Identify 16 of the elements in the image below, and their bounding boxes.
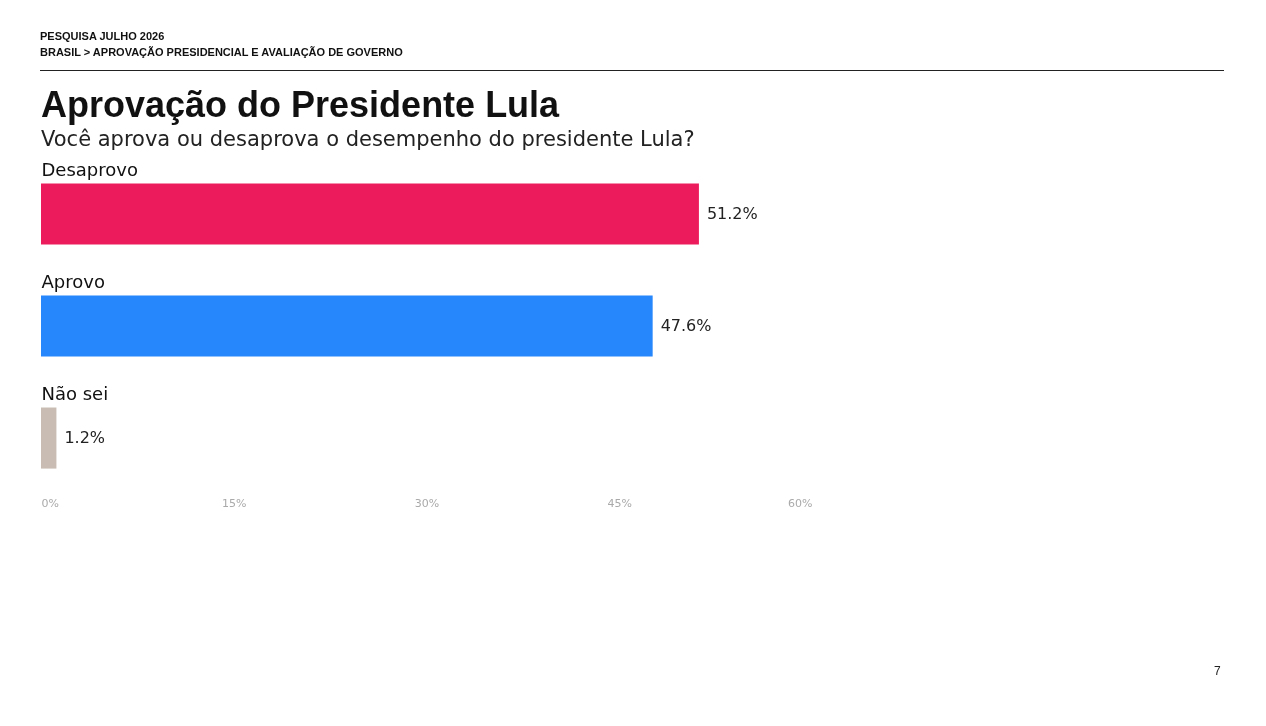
text: PESQUISA JULHO 2026	[40, 29, 166, 44]
x-tick-label: 60%	[788, 496, 813, 510]
x-tick-label: 30%	[414, 496, 440, 510]
text: BRASIL > APROVAÇÃO PRESIDENCIAL E AVALIAÇÃO DE GOVERNO	[40, 45, 403, 60]
y-tick-label: Aprovo	[41, 271, 105, 292]
text: Você aprova ou desaprova o desempenho do presidente Lula?	[41, 127, 695, 151]
text: 7	[1214, 664, 1221, 678]
y-tick-label: Não sei	[41, 383, 109, 405]
x-tick-label: 0%	[41, 496, 59, 510]
x-tick-label: 45%	[607, 496, 632, 510]
data-label: 47.6%	[660, 316, 712, 335]
data-label: 51.2%	[706, 203, 758, 223]
data-label: 1.2%	[64, 428, 106, 448]
x-tick-label: 15%	[222, 496, 247, 510]
chart-title: Aprovação do Presidente Lula	[41, 84, 561, 125]
y-tick-label: Desaprovo	[41, 158, 138, 180]
